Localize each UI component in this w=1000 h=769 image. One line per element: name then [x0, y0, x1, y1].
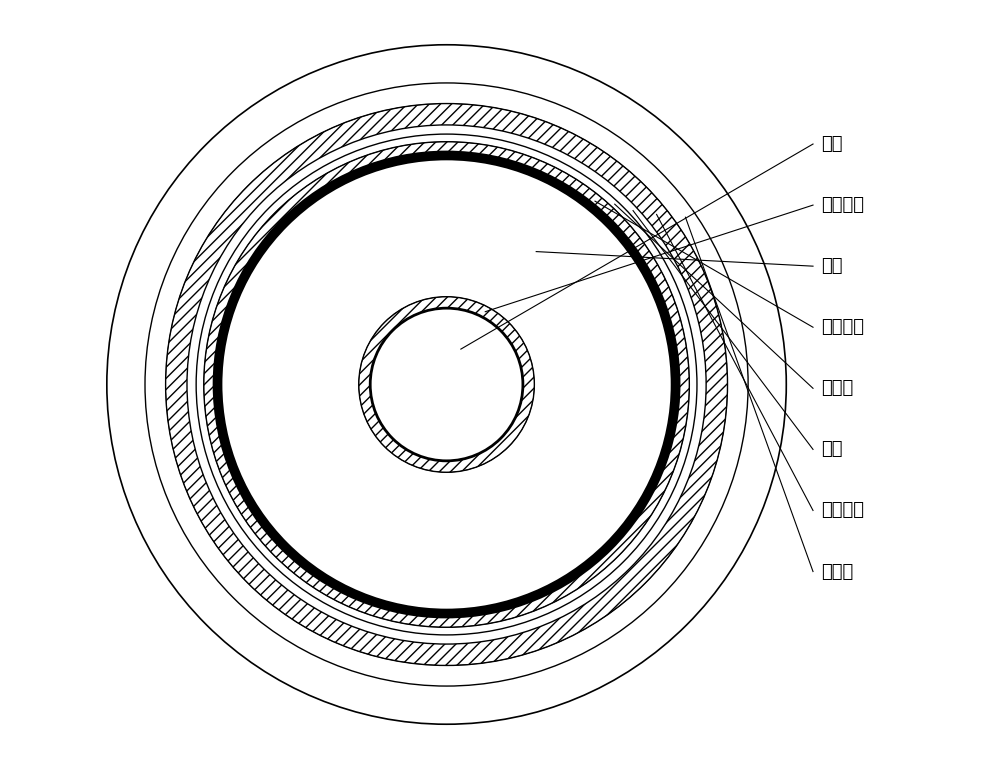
Circle shape — [187, 125, 706, 644]
Text: 导体: 导体 — [821, 135, 842, 153]
Circle shape — [166, 104, 728, 665]
Text: 绝缘: 绝缘 — [821, 257, 842, 275]
Text: 绕包带: 绕包带 — [821, 379, 853, 398]
Text: 绝缘屏蔽: 绝缘屏蔽 — [821, 318, 864, 336]
Text: 导体屏蔽: 导体屏蔽 — [821, 196, 864, 214]
Circle shape — [359, 297, 534, 472]
Text: 气隙: 气隙 — [821, 441, 842, 458]
Text: 皱纹铝套: 皱纹铝套 — [821, 501, 864, 520]
Circle shape — [370, 308, 523, 461]
Circle shape — [107, 45, 786, 724]
Circle shape — [145, 83, 748, 686]
Text: 外护层: 外护层 — [821, 563, 853, 581]
Circle shape — [204, 141, 689, 628]
Circle shape — [218, 155, 676, 614]
Circle shape — [196, 134, 697, 635]
